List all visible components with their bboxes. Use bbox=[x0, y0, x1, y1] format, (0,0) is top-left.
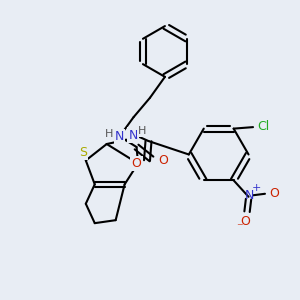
Text: O: O bbox=[241, 215, 250, 228]
Text: O: O bbox=[158, 154, 168, 167]
Text: H: H bbox=[138, 126, 146, 136]
Text: O: O bbox=[270, 187, 280, 200]
Text: H: H bbox=[105, 129, 113, 139]
Text: ⁻: ⁻ bbox=[236, 221, 243, 234]
Text: N: N bbox=[115, 130, 124, 143]
Text: Cl: Cl bbox=[257, 120, 270, 133]
Text: N: N bbox=[245, 189, 254, 202]
Text: O: O bbox=[132, 157, 142, 170]
Text: N: N bbox=[128, 129, 138, 142]
Text: S: S bbox=[79, 146, 87, 159]
Text: +: + bbox=[252, 183, 262, 194]
